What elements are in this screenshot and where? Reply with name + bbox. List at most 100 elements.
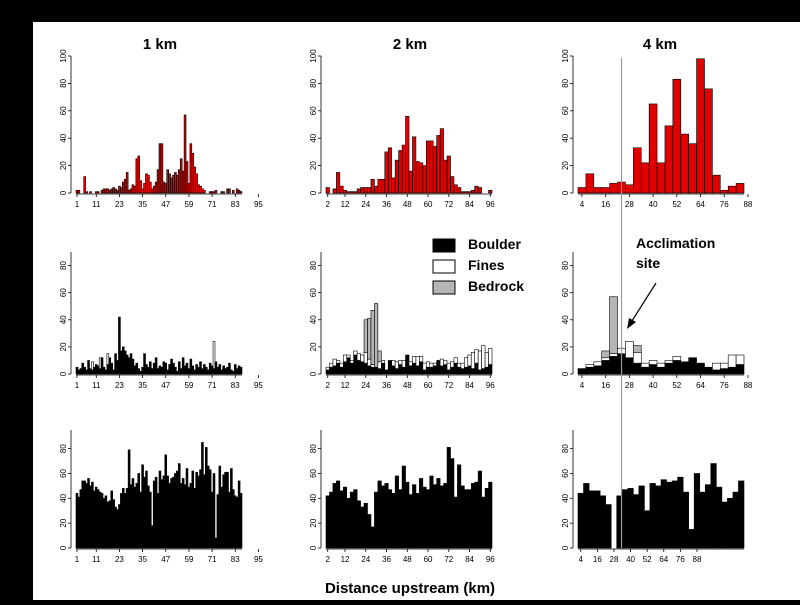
- panel-gravel-2km: 0 20 40 60 80 2 12 24 36 48 60 72 84 96: [309, 430, 495, 564]
- x-tick-label: 4: [580, 200, 585, 209]
- x-tick-label: 96: [486, 555, 495, 564]
- bar: [415, 161, 420, 194]
- bar: [353, 191, 358, 194]
- bar-fines: [719, 362, 729, 369]
- x-tick-label: 28: [625, 381, 634, 390]
- y-tick-label: 0: [309, 371, 318, 376]
- bar-fines: [398, 360, 403, 365]
- bar-boulder: [356, 360, 361, 375]
- bar: [436, 135, 441, 194]
- y-tick-label: 60: [59, 106, 68, 115]
- x-tick-label: 16: [601, 200, 610, 209]
- x-tick-label: 72: [444, 200, 453, 209]
- annotation-arrow-shaft: [629, 282, 657, 325]
- bar-boulder: [477, 369, 482, 375]
- bar: [429, 475, 434, 549]
- bar-boulder: [450, 366, 455, 375]
- bar: [477, 187, 482, 194]
- x-tick-label: 23: [115, 381, 124, 390]
- bar: [735, 183, 745, 194]
- bar: [594, 490, 601, 549]
- legend-label-bedrock: Bedrock: [468, 278, 524, 294]
- bar: [439, 128, 444, 194]
- bar: [425, 489, 431, 549]
- bar: [727, 498, 734, 549]
- bar: [391, 177, 396, 194]
- bar: [125, 172, 129, 194]
- bar: [356, 500, 361, 549]
- bar: [688, 529, 695, 549]
- x-tick-label: 83: [231, 381, 240, 390]
- bar-boulder: [391, 365, 396, 375]
- bar-boulder: [377, 368, 382, 375]
- bar: [183, 114, 187, 194]
- bar-boulder: [609, 356, 618, 375]
- y-tick-label: 60: [309, 106, 318, 115]
- x-tick-label: 71: [208, 555, 217, 564]
- bar: [484, 488, 489, 549]
- bar-fines: [336, 360, 341, 364]
- y-tick-label: 80: [59, 78, 68, 87]
- bar-fines: [453, 357, 458, 364]
- bar-boulder: [735, 364, 745, 375]
- bar: [325, 187, 330, 194]
- bar: [738, 480, 745, 549]
- x-tick-label: 24: [361, 200, 370, 209]
- y-tick-label: 20: [59, 518, 68, 527]
- bar-fines: [415, 356, 420, 367]
- y-tick-label: 20: [561, 161, 570, 170]
- bar-boulder: [704, 366, 713, 375]
- bar: [436, 478, 441, 549]
- legend-swatch-boulder: [432, 238, 456, 253]
- annotation-text-line1: Acclimation: [636, 235, 715, 251]
- bar: [467, 191, 472, 194]
- y-tick-label: 60: [561, 468, 570, 477]
- bar: [660, 479, 667, 549]
- bar-boulder: [446, 369, 451, 375]
- bar-boulder: [332, 365, 337, 375]
- x-tick-label: 88: [743, 200, 752, 209]
- bar: [391, 493, 396, 549]
- row-label-density: Density (redds/km): [14, 58, 31, 193]
- bar-fines: [488, 347, 493, 365]
- bar: [360, 187, 365, 194]
- bar-bedrock: [363, 319, 368, 353]
- bar-fines: [325, 366, 330, 371]
- panel-poor-2km: 0 20 40 60 80 2 12 24 36 48 60 72 84 96: [309, 252, 495, 390]
- bar-bedrock: [633, 345, 642, 353]
- bar-boulder: [464, 366, 469, 375]
- bar: [381, 485, 386, 549]
- bar: [377, 480, 382, 549]
- bar: [585, 173, 595, 194]
- y-tick-label: 0: [561, 190, 570, 195]
- bar-fines: [394, 361, 399, 369]
- y-tick-label: 40: [309, 493, 318, 502]
- bar-boulder: [712, 369, 721, 375]
- bar: [704, 484, 712, 549]
- bar-boulder: [178, 361, 181, 375]
- y-tick-label: 100: [309, 49, 318, 63]
- bar-fines: [474, 349, 479, 364]
- x-tick-label: 2: [326, 381, 331, 390]
- bar: [419, 162, 424, 194]
- bar-fines: [484, 352, 489, 368]
- bar-fines: [443, 360, 448, 365]
- bar: [325, 495, 330, 549]
- bar: [374, 491, 379, 549]
- x-tick-label: 52: [672, 200, 681, 209]
- bar: [377, 179, 382, 194]
- bar-fines: [446, 362, 451, 371]
- panel-gravel-4km: 0 20 40 60 80 4 16 28 40 52 64 76 88: [561, 430, 745, 564]
- bar: [609, 183, 618, 194]
- bar: [696, 58, 705, 194]
- x-tick-label: 35: [138, 381, 147, 390]
- bar-boulder: [443, 364, 448, 375]
- y-tick-label: 40: [561, 133, 570, 142]
- y-tick-label: 100: [59, 49, 68, 63]
- x-tick-label: 2: [326, 200, 331, 209]
- acclimation-annotation: Acclimation site: [627, 235, 715, 329]
- bar: [625, 184, 634, 194]
- legend: Boulder Fines Bedrock: [432, 236, 524, 295]
